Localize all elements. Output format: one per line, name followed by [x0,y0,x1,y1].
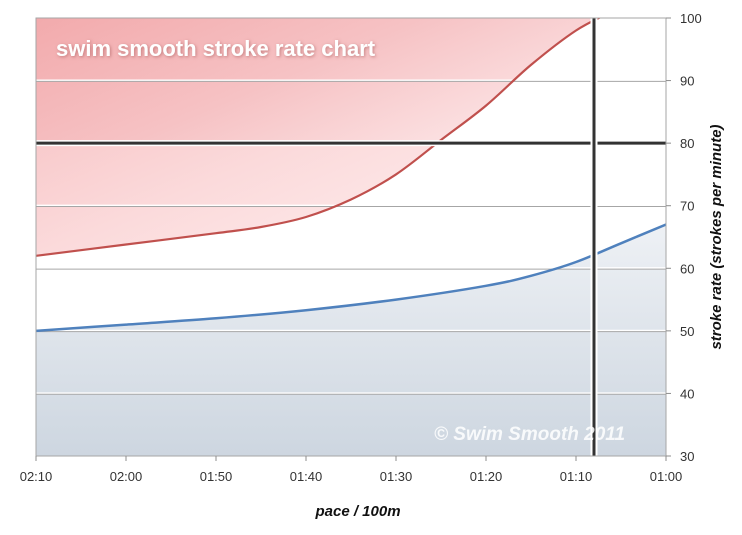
x-tick-label: 01:40 [290,469,323,484]
y-axis-ticks: 30 40 50 60 70 80 90 100 [666,11,702,464]
x-axis-ticks: 02:10 02:00 01:50 01:40 01:30 01:20 01:10 01:00 [20,456,683,484]
y-tick-label: 60 [680,261,694,276]
upper-limit-line [36,18,602,257]
y-tick-label: 40 [680,386,694,401]
x-tick-label: 01:20 [470,469,503,484]
lower-limit-line [36,223,666,333]
x-tick-label: 01:00 [650,469,683,484]
x-tick-label: 01:30 [380,469,413,484]
x-tick-label: 01:10 [560,469,593,484]
lower-zone-fill [36,224,666,456]
y-axis-title: stroke rate (strokes per minute) [708,124,725,349]
x-tick-label: 01:50 [200,469,233,484]
plot-frame [35,17,667,457]
upper-zone-band-fill [36,143,437,256]
y-tick-label: 50 [680,324,694,339]
chart-title: swim smooth stroke rate chart [56,36,376,61]
x-axis-title: pace / 100m [314,503,400,520]
y-tick-label: 90 [680,74,694,89]
x-tick-label: 02:00 [110,469,143,484]
reference-lines [36,18,666,456]
watermark: © Swim Smooth 2011 [434,424,625,445]
y-tick-label: 100 [680,11,702,26]
x-tick-label: 02:10 [20,469,53,484]
y-tick-label: 80 [680,136,694,151]
y-tick-label: 30 [680,449,694,464]
y-tick-label: 70 [680,199,694,214]
